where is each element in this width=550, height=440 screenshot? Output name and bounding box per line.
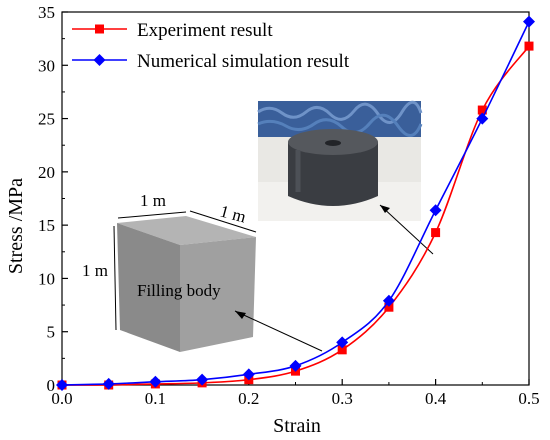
data-point <box>431 228 441 238</box>
y-tick-label: 30 <box>38 56 55 75</box>
data-point <box>384 302 394 312</box>
series-layer <box>56 15 535 391</box>
legend-label: Numerical simulation result <box>137 51 350 72</box>
x-tick-label: 0.2 <box>238 389 259 408</box>
data-point <box>336 336 349 349</box>
cube-width-arrow <box>117 211 187 219</box>
data-point <box>149 375 162 388</box>
specimen-photo <box>257 100 423 221</box>
y-tick-label: 0 <box>47 376 56 395</box>
data-point <box>476 112 489 125</box>
pointer-arrows <box>234 204 434 352</box>
y-tick-label: 35 <box>38 3 55 22</box>
data-point <box>429 204 442 217</box>
legend-marker <box>95 24 104 34</box>
arrow-photo-head <box>380 205 390 213</box>
cube-height-arrow <box>113 225 117 331</box>
cube-width-label: 1 m <box>140 191 166 210</box>
arrow-cube-head <box>235 311 246 319</box>
data-point <box>242 368 255 381</box>
legend-label: Experiment result <box>137 20 273 41</box>
legend-item: Experiment result <box>72 20 273 41</box>
series-simulation <box>56 15 535 391</box>
data-point <box>196 373 209 386</box>
y-tick-label: 5 <box>47 323 56 342</box>
legend-item: Numerical simulation result <box>72 51 350 72</box>
legend-marker <box>93 54 106 66</box>
y-tick-label: 15 <box>38 216 55 235</box>
x-tick-label: 0.5 <box>518 389 539 408</box>
x-tick-label: 0.0 <box>51 389 72 408</box>
photo-blue-pattern-2 <box>257 113 423 137</box>
axes: 0.0 0.1 0.2 0.3 0.4 0.5 0 5 10 15 20 25 30 35 <box>38 3 540 408</box>
x-axis-title: Strain <box>273 415 321 437</box>
x-tick-label: 0.3 <box>332 389 353 408</box>
data-point <box>523 15 535 28</box>
cylinder-body <box>288 142 378 206</box>
arrow-photo-to-curve <box>379 204 434 255</box>
data-point <box>56 379 68 391</box>
data-point <box>477 105 487 115</box>
filling-body-cube: 1 m 1 m 1 m Filling body <box>82 191 257 352</box>
photo-blue-pattern <box>257 100 423 124</box>
data-point <box>382 294 395 307</box>
data-point <box>337 345 347 355</box>
cube-depth-arrow <box>189 210 257 233</box>
cube-label: Filling body <box>137 281 221 300</box>
data-point <box>289 359 302 372</box>
cube-top-face <box>117 216 256 245</box>
y-axis-title: Stress /MPa <box>5 178 27 274</box>
cube-depth-label: 1 m <box>218 202 248 227</box>
data-point <box>102 377 115 390</box>
cube-front-face <box>117 223 180 352</box>
legend: Experiment result Numerical simulation re… <box>72 20 350 72</box>
series-line <box>61 45 530 386</box>
cylinder-top-mark <box>325 140 341 146</box>
data-point <box>524 41 534 51</box>
x-tick-label: 0.1 <box>145 389 166 408</box>
y-tick-label: 10 <box>38 269 55 288</box>
y-tick-label: 25 <box>38 110 55 129</box>
cube-height-label: 1 m <box>82 261 108 280</box>
arrow-cube-to-curve <box>234 310 323 352</box>
x-tick-label: 0.4 <box>425 389 447 408</box>
cube-side-face <box>180 237 256 352</box>
y-tick-label: 20 <box>38 163 55 182</box>
